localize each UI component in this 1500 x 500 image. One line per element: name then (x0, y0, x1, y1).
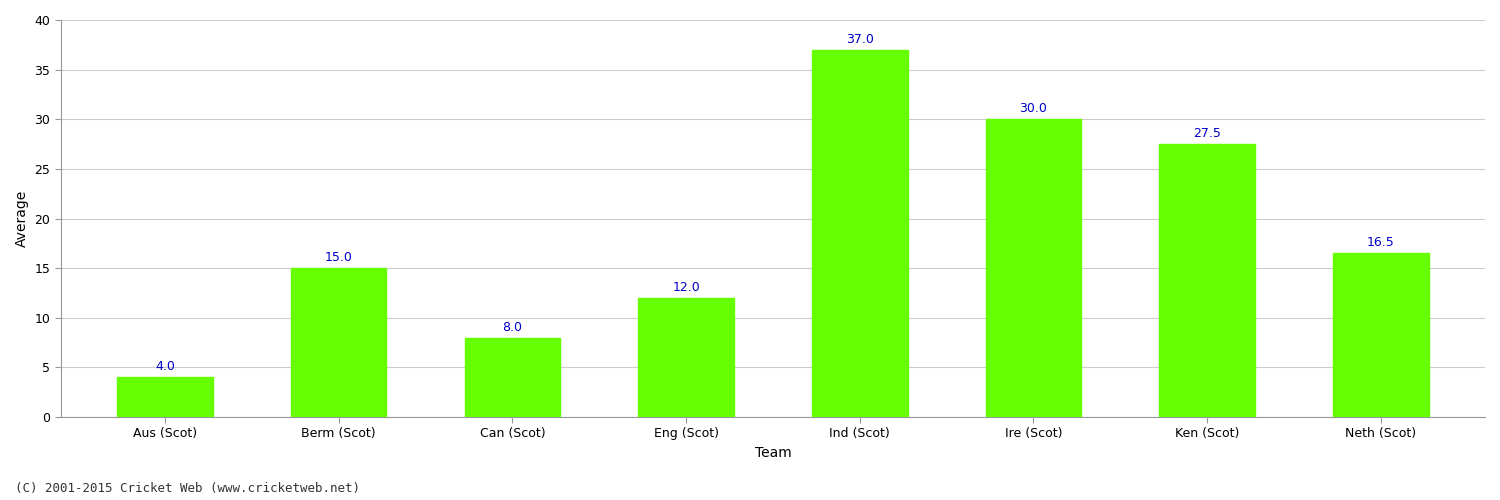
Bar (291, 268, 387, 417)
Bar (812, 50, 907, 417)
Text: 12.0: 12.0 (672, 281, 700, 294)
Text: 15.0: 15.0 (326, 251, 352, 264)
Bar (986, 120, 1082, 417)
Text: 4.0: 4.0 (154, 360, 176, 374)
Text: (C) 2001-2015 Cricket Web (www.cricketweb.net): (C) 2001-2015 Cricket Web (www.cricketwe… (15, 482, 360, 495)
Bar (117, 378, 213, 417)
Text: 37.0: 37.0 (846, 33, 873, 46)
X-axis label: Team: Team (754, 446, 792, 460)
Text: 30.0: 30.0 (1020, 102, 1047, 116)
Text: 16.5: 16.5 (1366, 236, 1395, 250)
Bar (1160, 144, 1256, 417)
Text: 27.5: 27.5 (1192, 127, 1221, 140)
Bar (465, 338, 560, 417)
Text: 8.0: 8.0 (503, 320, 522, 334)
Y-axis label: Average: Average (15, 190, 28, 247)
Bar (639, 298, 734, 417)
Bar (1334, 254, 1428, 417)
